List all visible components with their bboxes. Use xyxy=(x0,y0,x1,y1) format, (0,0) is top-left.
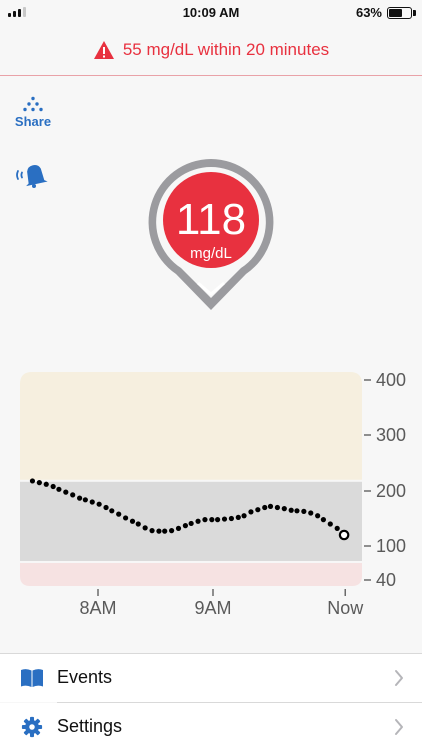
battery-percent: 63% xyxy=(355,5,382,20)
glucose-data-point xyxy=(315,513,321,519)
glucose-data-point xyxy=(103,504,109,511)
glucose-data-point xyxy=(96,501,102,507)
glucose-data-point xyxy=(267,503,274,509)
high-range-zone xyxy=(20,372,362,480)
glucose-data-point xyxy=(109,508,115,514)
alert-banner[interactable]: 55 mg/dL within 20 minutes xyxy=(0,30,422,70)
glucose-data-point xyxy=(221,516,228,522)
gauge-pin-icon xyxy=(148,159,274,310)
glucose-data-point xyxy=(36,480,42,486)
glucose-data-point xyxy=(228,515,234,522)
glucose-data-point xyxy=(82,497,88,503)
signal-strength-icon xyxy=(8,7,26,17)
glucose-data-point xyxy=(294,508,300,514)
battery-fill xyxy=(389,9,402,17)
y-axis-tick-label: 400 xyxy=(376,370,406,390)
glucose-data-point xyxy=(63,489,69,495)
low-range-zone xyxy=(20,563,362,586)
glucose-data-point xyxy=(308,510,314,516)
glucose-data-point xyxy=(209,517,215,523)
alert-divider xyxy=(0,75,422,76)
glucose-data-point xyxy=(262,504,268,511)
menu-label-events: Events xyxy=(57,667,113,687)
alert-message: 55 mg/dL within 20 minutes xyxy=(122,40,330,59)
glucose-data-point xyxy=(188,520,194,527)
menu-divider-top xyxy=(0,653,422,654)
glucose-data-point xyxy=(202,517,208,523)
y-axis-tick-label: 200 xyxy=(376,481,406,501)
share-button[interactable]: Share xyxy=(10,96,56,136)
book-icon xyxy=(21,669,43,687)
glucose-data-point xyxy=(43,481,49,487)
menu-item-settings[interactable]: Settings xyxy=(0,703,422,750)
bell-sound-icon[interactable] xyxy=(14,162,50,188)
battery-nub xyxy=(413,10,416,16)
share-label: Share xyxy=(14,114,52,129)
glucose-trend-chart[interactable]: 400 300 200 100 40 8AM 9AM Now xyxy=(0,360,422,630)
x-axis-tick-label: 8AM xyxy=(79,598,116,618)
glucose-data-point xyxy=(123,515,129,521)
glucose-data-point xyxy=(29,478,36,484)
glucose-data-point xyxy=(116,511,122,517)
glucose-data-point xyxy=(255,507,261,513)
glucose-data-point xyxy=(281,506,287,512)
y-axis-tick-label: 300 xyxy=(376,425,406,445)
glucose-data-point xyxy=(320,517,326,523)
glucose-data-point xyxy=(149,528,155,534)
glucose-data-point xyxy=(195,518,201,524)
glucose-data-point xyxy=(288,507,294,513)
glucose-data-point xyxy=(142,525,148,531)
glucose-data-point xyxy=(169,528,175,534)
glucose-data-point xyxy=(156,528,162,534)
glucose-unit: mg/dL xyxy=(190,245,232,262)
glucose-data-point xyxy=(50,483,56,490)
glucose-data-point xyxy=(274,504,280,511)
glucose-data-point xyxy=(135,521,141,527)
glucose-data-point xyxy=(182,523,188,529)
share-dots-icon xyxy=(23,96,43,112)
x-axis-tick-label: Now xyxy=(327,598,364,618)
gear-icon xyxy=(21,716,43,738)
current-reading-point xyxy=(338,529,350,541)
chevron-right-icon xyxy=(395,670,403,686)
glucose-data-point xyxy=(77,495,83,501)
battery-icon xyxy=(387,7,412,19)
warning-triangle-icon xyxy=(93,41,114,59)
y-axis-tick-label: 100 xyxy=(376,536,406,556)
glucose-data-point xyxy=(301,508,307,514)
menu-item-events[interactable]: Events xyxy=(0,654,422,702)
x-axis-tick-label: 9AM xyxy=(194,598,231,618)
glucose-data-point xyxy=(215,517,221,523)
menu-label-settings: Settings xyxy=(57,716,123,736)
glucose-data-point xyxy=(56,486,62,492)
menu-divider-middle xyxy=(57,702,422,703)
glucose-data-point xyxy=(248,509,254,515)
glucose-data-point xyxy=(334,525,340,532)
glucose-data-point xyxy=(175,525,182,532)
glucose-data-point xyxy=(241,513,247,519)
glucose-data-point xyxy=(70,492,76,498)
status-bar: 10:09 AM 63% xyxy=(0,0,422,26)
glucose-data-point xyxy=(327,521,333,527)
glucose-data-point xyxy=(89,499,95,505)
glucose-reading-gauge: 118 mg/dL xyxy=(146,157,276,317)
glucose-value: 118 xyxy=(175,195,247,244)
glucose-data-point xyxy=(235,514,241,521)
y-axis-tick-label: 40 xyxy=(376,570,396,590)
glucose-data-point xyxy=(162,528,168,534)
glucose-data-point xyxy=(129,518,136,524)
chevron-right-icon xyxy=(395,719,403,735)
status-time: 10:09 AM xyxy=(182,5,240,20)
